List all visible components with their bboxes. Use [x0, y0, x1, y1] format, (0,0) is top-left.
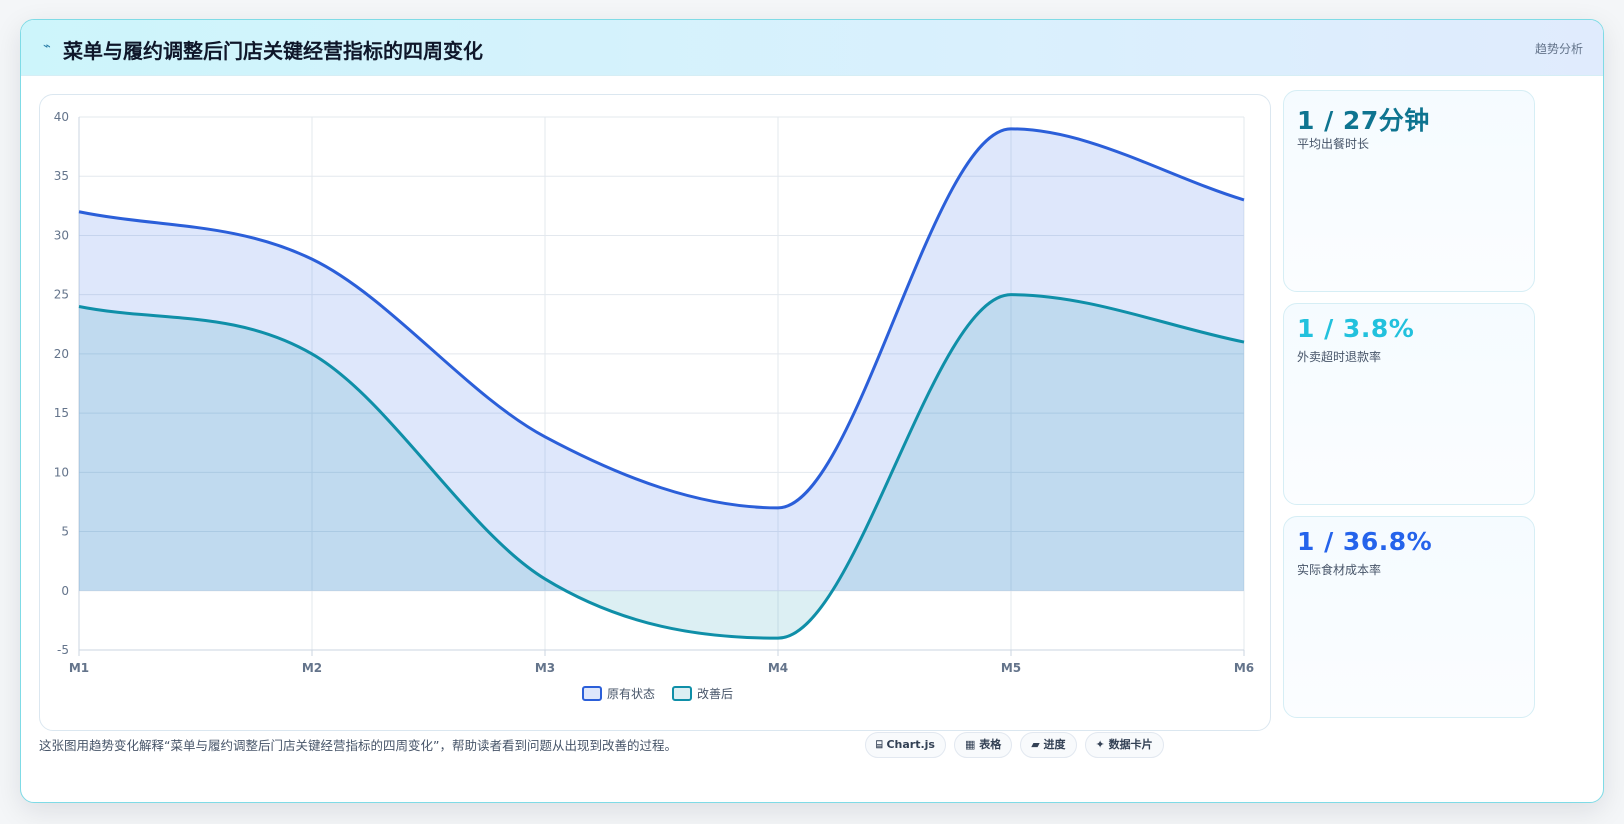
chip-label: 进度: [1043, 738, 1066, 751]
series-area-1: [79, 294, 1244, 639]
y-tick-label: 30: [54, 228, 69, 242]
chip-data-card[interactable]: ✦ 数据卡片: [1084, 732, 1164, 758]
table-icon: ▦: [964, 738, 976, 751]
y-tick-label: 5: [61, 525, 69, 539]
x-tick-label: M6: [1234, 661, 1254, 675]
chart-panel: -5 0 5 10 15 20 25 30 35 40 M1 M2 M3 M4 M5 M6 原有状态 改善后: [39, 94, 1271, 731]
code-icon: ⌸: [876, 738, 883, 751]
page-title: 菜单与履约调整后门店关键经营指标的四周变化: [63, 39, 483, 63]
chart-spark-icon: ⌁: [43, 39, 51, 54]
chart-card: ⌁ 菜单与履约调整后门店关键经营指标的四周变化 趋势分析 -5 0 5 10 15 20 2…: [20, 19, 1604, 803]
x-tick-label: M2: [302, 661, 322, 675]
area-chart: -5 0 5 10 15 20 25 30 35 40 M1 M2 M3 M4 M5 M6 原有状态 改善后: [54, 110, 1254, 701]
kpi-label: 实际食材成本率: [1297, 563, 1382, 577]
y-tick-label: 20: [54, 347, 69, 361]
series-line-0: [78, 127, 1245, 510]
sparkle-icon: ✦: [1095, 738, 1105, 751]
folder-icon: ▰: [1031, 738, 1040, 751]
chip-progress[interactable]: ▰ 进度: [1020, 732, 1077, 758]
kpi-card-refund-rate: 1 / 3.8% 外卖超时退款率: [1283, 303, 1535, 505]
legend-swatch: [672, 686, 692, 701]
kpi-value: 1 / 36.8%: [1297, 527, 1433, 556]
x-tick-label: M5: [1001, 661, 1021, 675]
y-tick-label: 25: [54, 288, 69, 302]
kpi-card-prep-time: 1 / 27分钟 平均出餐时长: [1283, 90, 1535, 292]
y-tick-label: 35: [54, 169, 69, 183]
kpi-label: 外卖超时退款率: [1297, 350, 1382, 364]
kpi-card-food-cost: 1 / 36.8% 实际食材成本率: [1283, 516, 1535, 718]
series-area-0: [79, 128, 1244, 591]
card-header: ⌁ 菜单与履约调整后门店关键经营指标的四周变化 趋势分析: [21, 20, 1603, 76]
chip-label: 表格: [979, 738, 1002, 751]
series-line-1: [78, 293, 1245, 640]
chip-chartjs[interactable]: ⌸ Chart.js: [865, 732, 946, 758]
y-tick-label: 40: [54, 110, 69, 124]
legend-label: 改善后: [697, 686, 733, 701]
kpi-label: 平均出餐时长: [1297, 137, 1370, 151]
format-chips: ⌸ Chart.js ▦ 表格 ▰ 进度 ✦ 数据卡片: [865, 732, 1164, 758]
kpi-value: 1 / 27分钟: [1297, 106, 1430, 135]
y-tick-label: 0: [61, 584, 69, 598]
header-tag: 趋势分析: [1534, 42, 1583, 56]
x-tick-label: M1: [69, 661, 89, 675]
y-tick-label: 15: [54, 406, 69, 420]
kpi-value: 1 / 3.8%: [1297, 314, 1415, 343]
y-tick-label: -5: [57, 643, 69, 657]
y-tick-label: 10: [54, 465, 69, 479]
chart-caption: 这张图用趋势变化解释“菜单与履约调整后门店关键经营指标的四周变化”，帮助读者看到…: [39, 738, 677, 753]
chip-label: 数据卡片: [1108, 738, 1153, 751]
legend-label: 原有状态: [607, 687, 655, 701]
x-tick-label: M3: [535, 661, 555, 675]
chip-label: Chart.js: [886, 738, 935, 751]
x-tick-label: M4: [768, 661, 788, 675]
chip-table[interactable]: ▦ 表格: [953, 732, 1013, 758]
legend-swatch: [582, 686, 602, 701]
